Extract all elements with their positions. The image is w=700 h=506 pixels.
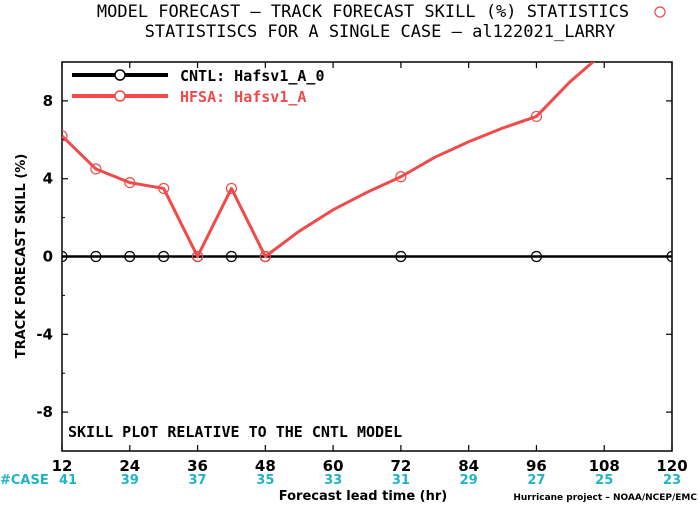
legend-label-cntl: CNTL: Hafsv1_A_0 (180, 67, 325, 85)
case-count: 31 (392, 473, 410, 488)
x-tick-label: 96 (526, 457, 547, 475)
x-tick-label: 12 (52, 457, 73, 475)
case-count: 33 (324, 473, 342, 488)
x-tick-label: 60 (323, 457, 344, 475)
case-count: 27 (527, 473, 545, 488)
x-axis: 12 24 36 48 60 72 84 96 108 120 (52, 62, 688, 475)
series-point-1 (191, 250, 204, 263)
case-count: 23 (663, 473, 681, 488)
y-tick-label: 8 (43, 92, 53, 110)
series-point-1 (395, 171, 407, 183)
series-point-1 (530, 110, 543, 123)
y-tick-label: 0 (43, 248, 53, 266)
y-axis-label: TRACK FORECAST SKILL (%) (14, 154, 29, 359)
x-tick-label: 36 (187, 457, 208, 475)
chart-subtitle: STATISTISCS FOR A SINGLE CASE – al122021… (145, 22, 616, 42)
series-point-0 (62, 250, 68, 263)
series-point-1 (259, 250, 271, 263)
series-layer (62, 62, 672, 263)
legend-label-hfsa: HFSA: Hafsv1_A (180, 88, 306, 106)
x-tick-label: 24 (119, 457, 140, 475)
y-axis: -8 -4 0 4 8 (36, 92, 672, 421)
series-point-0 (158, 250, 170, 263)
series-point-0 (225, 250, 238, 263)
series-point-0 (666, 250, 672, 263)
case-count: 25 (595, 473, 613, 488)
legend: CNTL: Hafsv1_A_0 HFSA: Hafsv1_A (72, 67, 325, 106)
series-line-1 (62, 62, 596, 258)
series-point-0 (530, 250, 543, 263)
case-count: 41 (59, 473, 77, 488)
x-tick-label: 84 (458, 457, 479, 475)
case-count: 39 (121, 473, 139, 488)
x-tick-label: 72 (390, 457, 411, 475)
series-point-1 (62, 130, 68, 142)
series-point-1 (225, 182, 238, 195)
series-point-1 (90, 163, 102, 175)
series-point-1 (124, 176, 136, 189)
x-axis-label: Forecast lead time (hr) (279, 489, 447, 504)
x-tick-label: 108 (589, 457, 620, 475)
case-count: 29 (460, 473, 478, 488)
series-point-0 (90, 250, 102, 263)
series-point-0 (124, 250, 136, 263)
case-count: 37 (189, 473, 207, 488)
case-counts: 41 39 37 35 33 31 29 27 25 23 (59, 473, 681, 488)
series-point-0 (395, 250, 407, 263)
x-tick-label: 48 (255, 457, 276, 475)
legend-marker-hfsa-icon (114, 90, 126, 102)
credit-text: Hurricane project – NOAA/NCEP/EMC (513, 493, 697, 503)
title-marker-icon (654, 6, 666, 18)
plot-annotation: SKILL PLOT RELATIVE TO THE CNTL MODEL (68, 423, 402, 441)
legend-marker-cntl-icon (114, 69, 126, 81)
series-point-1 (158, 182, 170, 195)
y-tick-label: 4 (43, 170, 53, 188)
y-tick-label: -4 (36, 325, 53, 343)
y-tick-label: -8 (36, 403, 53, 421)
chart-title: MODEL FORECAST – TRACK FORECAST SKILL (%… (97, 2, 629, 22)
x-tick-label: 120 (656, 457, 687, 475)
case-label: #CASE (0, 473, 49, 488)
case-count: 35 (256, 473, 274, 488)
